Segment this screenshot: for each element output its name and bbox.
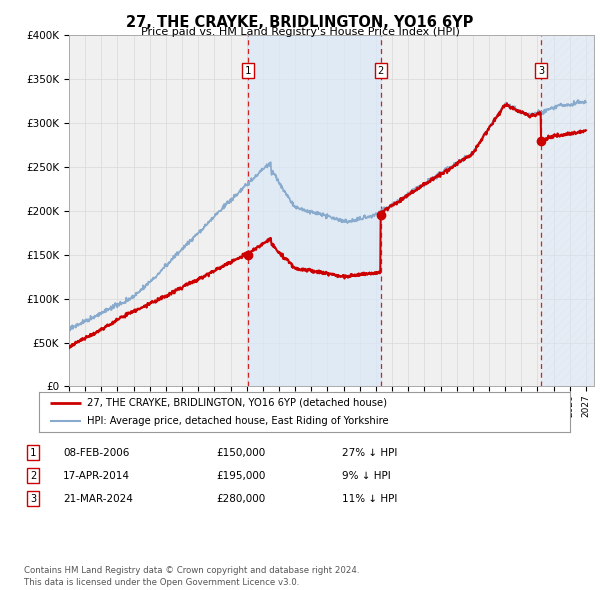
Text: 27, THE CRAYKE, BRIDLINGTON, YO16 6YP: 27, THE CRAYKE, BRIDLINGTON, YO16 6YP bbox=[127, 15, 473, 30]
Bar bbox=[541, 35, 594, 386]
Text: Price paid vs. HM Land Registry's House Price Index (HPI): Price paid vs. HM Land Registry's House … bbox=[140, 27, 460, 37]
Text: £195,000: £195,000 bbox=[216, 471, 265, 480]
Text: 21-MAR-2024: 21-MAR-2024 bbox=[63, 494, 133, 503]
Text: £280,000: £280,000 bbox=[216, 494, 265, 503]
Text: 3: 3 bbox=[30, 494, 36, 503]
Text: 17-APR-2014: 17-APR-2014 bbox=[63, 471, 130, 480]
Text: 2: 2 bbox=[30, 471, 36, 480]
Text: 3: 3 bbox=[538, 65, 544, 76]
Bar bbox=[248, 35, 380, 386]
Text: 1: 1 bbox=[30, 448, 36, 457]
Text: 1: 1 bbox=[245, 65, 251, 76]
Text: 27, THE CRAYKE, BRIDLINGTON, YO16 6YP (detached house): 27, THE CRAYKE, BRIDLINGTON, YO16 6YP (d… bbox=[87, 398, 387, 408]
Text: 08-FEB-2006: 08-FEB-2006 bbox=[63, 448, 130, 457]
Text: 11% ↓ HPI: 11% ↓ HPI bbox=[342, 494, 397, 503]
Text: £150,000: £150,000 bbox=[216, 448, 265, 457]
Text: HPI: Average price, detached house, East Riding of Yorkshire: HPI: Average price, detached house, East… bbox=[87, 416, 388, 426]
Text: Contains HM Land Registry data © Crown copyright and database right 2024.
This d: Contains HM Land Registry data © Crown c… bbox=[24, 566, 359, 587]
Text: 27% ↓ HPI: 27% ↓ HPI bbox=[342, 448, 397, 457]
Text: 9% ↓ HPI: 9% ↓ HPI bbox=[342, 471, 391, 480]
Text: 2: 2 bbox=[377, 65, 384, 76]
